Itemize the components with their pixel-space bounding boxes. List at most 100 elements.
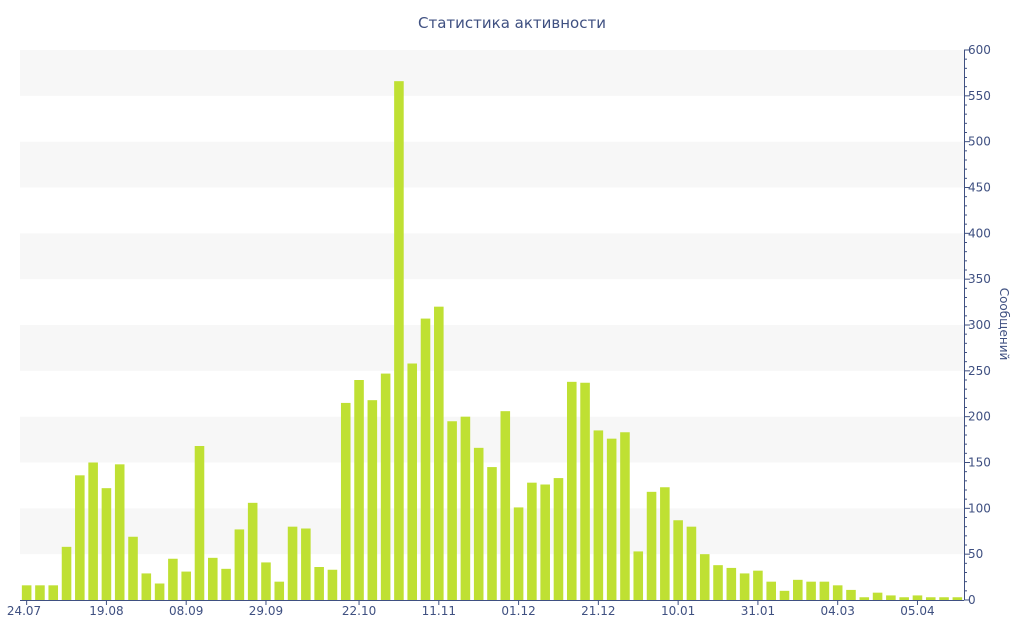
x-tick-label: 08.09 — [169, 604, 203, 618]
x-tick-label: 01.12 — [501, 604, 535, 618]
bar — [726, 567, 737, 600]
bar — [806, 581, 816, 600]
y-tick-label: 600 — [968, 43, 991, 57]
bar — [939, 597, 949, 600]
x-tick-label: 05.04 — [900, 604, 934, 618]
bar — [912, 595, 923, 600]
bar — [301, 528, 311, 600]
bar — [899, 597, 909, 600]
bar — [606, 438, 617, 600]
bar — [327, 569, 338, 600]
bar — [434, 306, 444, 600]
bar — [620, 432, 630, 600]
bar — [886, 595, 896, 600]
bar — [234, 529, 245, 600]
bar — [832, 585, 843, 600]
bar — [686, 526, 697, 600]
y-tick-label: 200 — [968, 410, 991, 424]
bar — [779, 590, 790, 600]
bar — [367, 400, 378, 600]
bar — [925, 597, 936, 600]
bar — [872, 592, 883, 600]
bar — [859, 597, 870, 600]
bar — [247, 502, 258, 600]
y-axis: 0 50 100 150 200 250 300 350 400 450 500 550 600 — [964, 43, 991, 607]
bar — [88, 462, 98, 600]
bar — [407, 363, 418, 600]
bar — [101, 488, 112, 600]
bar — [540, 484, 550, 600]
bar — [673, 520, 683, 600]
x-tick-label: 19.08 — [89, 604, 123, 618]
y-tick-label: 100 — [968, 501, 991, 515]
y-tick-label: 300 — [968, 318, 991, 332]
bar — [420, 318, 431, 600]
bar — [114, 464, 125, 600]
bar — [181, 571, 191, 600]
bar — [513, 507, 524, 600]
bar — [553, 478, 564, 600]
bar — [593, 430, 604, 600]
bar — [460, 416, 471, 600]
bar — [527, 482, 537, 600]
bar — [48, 585, 59, 600]
bar — [766, 581, 776, 600]
y-tick-label: 450 — [968, 181, 991, 195]
x-tick-label: 04.03 — [821, 604, 855, 618]
x-tick-label: 21.12 — [581, 604, 615, 618]
x-tick-label: 29.09 — [249, 604, 283, 618]
bar — [21, 585, 32, 600]
bar — [141, 573, 152, 600]
grid-bands — [20, 50, 964, 600]
bar — [566, 381, 577, 600]
bar — [660, 487, 670, 600]
y-tick-label: 0 — [968, 593, 976, 607]
y-tick-label: 350 — [968, 272, 991, 286]
grid-band — [20, 141, 964, 188]
bar — [287, 526, 298, 600]
grid-band — [20, 325, 964, 371]
grid-band — [20, 233, 964, 280]
bar — [221, 568, 231, 600]
bar — [580, 382, 590, 600]
x-tick-label: 10.01 — [661, 604, 695, 618]
bar — [354, 380, 364, 600]
y-axis-label: Сообщений — [997, 288, 1011, 361]
y-tick-label: 150 — [968, 456, 991, 470]
grid-band — [20, 50, 964, 96]
bar — [168, 558, 178, 600]
bar — [819, 581, 830, 600]
grid-band — [20, 416, 964, 463]
grid-band — [20, 279, 964, 325]
bar — [753, 570, 763, 600]
bar — [340, 402, 351, 600]
bar — [739, 573, 750, 600]
bar — [952, 597, 963, 600]
x-tick-label: 22.10 — [342, 604, 376, 618]
bar — [646, 491, 657, 600]
bar — [713, 565, 723, 600]
bar — [447, 421, 457, 600]
y-tick-label: 50 — [968, 547, 983, 561]
bar — [61, 546, 72, 600]
bar — [75, 475, 85, 600]
bar — [487, 467, 497, 600]
x-tick-label: 24.07 — [7, 604, 41, 618]
bar — [261, 562, 271, 600]
bar — [154, 583, 165, 600]
bars — [21, 81, 963, 601]
bar — [473, 447, 484, 600]
bar — [500, 411, 511, 600]
bar — [208, 557, 218, 600]
bar — [633, 551, 644, 600]
y-tick-label: 550 — [968, 89, 991, 103]
x-tick-label: 11.11 — [422, 604, 456, 618]
grid-band — [20, 95, 964, 142]
bar — [194, 446, 205, 600]
y-tick-label: 400 — [968, 226, 991, 240]
y-tick-label: 500 — [968, 135, 991, 149]
bar — [314, 567, 324, 600]
grid-band — [20, 370, 964, 417]
grid-band — [20, 187, 964, 234]
